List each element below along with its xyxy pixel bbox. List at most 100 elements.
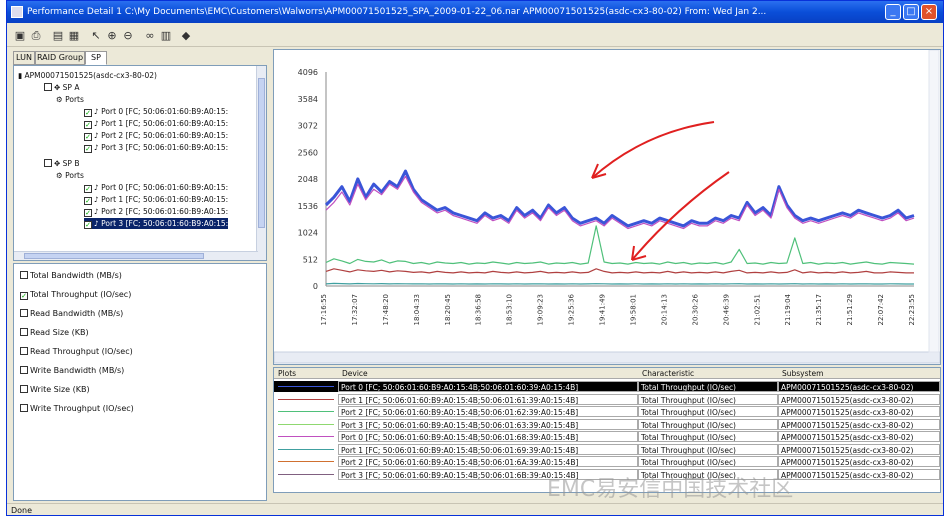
port-checkbox[interactable]: ✓: [84, 185, 92, 193]
legend-row[interactable]: Port 1 [FC; 50:06:01:60:B9:A0:15:4B;50:0…: [274, 393, 940, 405]
characteristic-cell: Total Throughput (IO/sec): [638, 443, 778, 455]
zoom-in-icon[interactable]: ⊕: [107, 29, 117, 42]
x-tick-label: 17:16:55: [320, 294, 328, 325]
characteristic-item[interactable]: Write Size (KB): [20, 384, 90, 396]
tree-sp-a-port-3[interactable]: ✓ ♪ Port 3 [FC; 50:06:01:60:B9:A0:15:: [84, 143, 229, 153]
tree-sp-b-port-1[interactable]: ✓ ♪ Port 1 [FC; 50:06:01:60:B9:A0:15:: [84, 195, 229, 205]
tree-sp-a-port-2[interactable]: ✓ ♪ Port 2 [FC; 50:06:01:60:B9:A0:15:: [84, 131, 229, 141]
title-bar: Performance Detail 1 C:\My Documents\EMC…: [7, 1, 943, 23]
y-tick-label: 2560: [298, 148, 318, 157]
port-icon: ♪: [94, 183, 102, 192]
tab-lun[interactable]: LUN: [13, 51, 35, 65]
characteristic-checkbox[interactable]: [20, 404, 28, 412]
port-checkbox[interactable]: ✓: [84, 109, 92, 117]
legend-row[interactable]: Port 0 [FC; 50:06:01:60:B9:A0:15:4B;50:0…: [274, 381, 940, 392]
characteristic-cell: Total Throughput (IO/sec): [638, 406, 778, 417]
legend-row[interactable]: Port 2 [FC; 50:06:01:60:B9:A0:15:4B;50:0…: [274, 406, 940, 417]
sp-a-checkbox[interactable]: [44, 83, 52, 91]
y-tick-label: 2048: [298, 175, 318, 184]
y-tick-label: 1024: [298, 229, 318, 238]
scroll-thumb[interactable]: [24, 253, 204, 259]
settings-icon[interactable]: ◆: [181, 29, 191, 42]
characteristic-item[interactable]: Read Bandwidth (MB/s): [20, 308, 123, 320]
characteristic-item[interactable]: ✓ Total Throughput (IO/sec): [20, 289, 131, 301]
port-checkbox[interactable]: ✓: [84, 209, 92, 217]
table-icon[interactable]: ▥: [160, 29, 172, 42]
left-panel: LUN RAID Group SP ▮ APM00071501525(asdc-…: [9, 49, 269, 501]
status-bar: Done: [7, 503, 943, 516]
characteristic-item[interactable]: Read Throughput (IO/sec): [20, 346, 133, 358]
header-subsystem[interactable]: Subsystem: [782, 369, 824, 378]
x-tick-label: 19:58:01: [629, 294, 637, 325]
plot-swatch: [278, 423, 334, 425]
zoom-out-icon[interactable]: ⊖: [123, 29, 133, 42]
legend-row[interactable]: Port 3 [FC; 50:06:01:60:B9:A0:15:4B;50:0…: [274, 418, 940, 430]
pointer-icon[interactable]: ↖: [91, 29, 101, 42]
port-checkbox[interactable]: ✓: [84, 197, 92, 205]
save-icon[interactable]: ▣: [14, 29, 26, 42]
characteristic-cell: Total Throughput (IO/sec): [638, 393, 778, 405]
chart-vertical-scrollbar[interactable]: [928, 50, 940, 353]
x-tick-label: 20:30:26: [691, 293, 699, 325]
port-icon: ♪: [94, 207, 102, 216]
characteristic-checkbox[interactable]: [20, 366, 28, 374]
characteristic-checkbox[interactable]: [20, 309, 28, 317]
legend-row[interactable]: Port 2 [FC; 50:06:01:60:B9:A0:15:4B;50:0…: [274, 456, 940, 467]
header-characteristic[interactable]: Characteristic: [642, 369, 695, 378]
port-checkbox[interactable]: ✓: [84, 133, 92, 141]
tree-sp-a-port-1[interactable]: ✓ ♪ Port 1 [FC; 50:06:01:60:B9:A0:15:: [84, 119, 229, 129]
tree-vertical-scrollbar[interactable]: [256, 66, 266, 260]
annotation-arrowhead: [591, 163, 607, 179]
link-icon[interactable]: ∞: [145, 29, 155, 42]
characteristic-item[interactable]: Write Throughput (IO/sec): [20, 403, 134, 415]
x-tick-label: 21:51:29: [846, 294, 854, 325]
disk-icon[interactable]: ▤: [52, 29, 64, 42]
tree-sp-b-port-3[interactable]: ✓ ♪ Port 3 [FC; 50:06:01:60:B9:A0:15:: [84, 218, 229, 229]
legend-row[interactable]: Port 3 [FC; 50:06:01:60:B9:A0:15:4B;50:0…: [274, 468, 940, 480]
characteristic-label: Write Throughput (IO/sec): [30, 404, 134, 413]
characteristic-item[interactable]: Write Bandwidth (MB/s): [20, 365, 124, 377]
copy-icon[interactable]: ▦: [68, 29, 80, 42]
device-cell: Port 3 [FC; 50:06:01:60:B9:A0:15:4B;50:0…: [338, 468, 638, 480]
legend-row[interactable]: Port 0 [FC; 50:06:01:60:B9:A0:15:4B;50:0…: [274, 431, 940, 442]
port-checkbox[interactable]: ✓: [84, 145, 92, 153]
chart-horizontal-scrollbar[interactable]: [274, 351, 940, 364]
storage-icon: ▮: [18, 71, 25, 80]
characteristic-item[interactable]: Read Size (KB): [20, 327, 89, 339]
print-icon[interactable]: ⎙: [31, 29, 41, 42]
tab-raid-group[interactable]: RAID Group: [35, 51, 85, 65]
y-tick-label: 4096: [298, 68, 318, 77]
close-button[interactable]: ×: [921, 4, 937, 20]
window-title: Performance Detail 1 C:\My Documents\EMC…: [27, 7, 767, 17]
tree-sp-b[interactable]: ✥ SP B: [44, 158, 80, 169]
tree-sp-a-ports[interactable]: ⚙ Ports: [56, 95, 84, 104]
header-device[interactable]: Device: [342, 369, 368, 378]
characteristic-cell: Total Throughput (IO/sec): [638, 418, 778, 430]
port-checkbox[interactable]: ✓: [84, 221, 92, 229]
sp-icon: ✥: [54, 83, 63, 92]
characteristic-checkbox[interactable]: ✓: [20, 292, 28, 300]
sp-b-checkbox[interactable]: [44, 159, 52, 167]
legend-row[interactable]: Port 1 [FC; 50:06:01:60:B9:A0:15:4B;50:0…: [274, 443, 940, 455]
characteristic-item[interactable]: Total Bandwidth (MB/s): [20, 270, 122, 282]
characteristic-checkbox[interactable]: [20, 271, 28, 279]
tree-sp-a[interactable]: ✥ SP A: [44, 82, 79, 93]
characteristic-checkbox[interactable]: [20, 328, 28, 336]
series-line: [325, 175, 915, 230]
characteristic-label: Total Throughput (IO/sec): [30, 290, 132, 299]
tree-sp-a-port-0[interactable]: ✓ ♪ Port 0 [FC; 50:06:01:60:B9:A0:15:: [84, 107, 229, 117]
port-checkbox[interactable]: ✓: [84, 121, 92, 129]
maximize-button[interactable]: □: [903, 4, 919, 20]
tree-sp-b-port-2[interactable]: ✓ ♪ Port 2 [FC; 50:06:01:60:B9:A0:15:: [84, 207, 229, 217]
minimize-button[interactable]: _: [885, 4, 901, 20]
tree-horizontal-scrollbar[interactable]: [14, 251, 258, 260]
x-tick-label: 21:02:51: [753, 294, 761, 325]
tree-root[interactable]: ▮ APM00071501525(asdc-cx3-80-02): [18, 71, 157, 80]
header-plots[interactable]: Plots: [278, 369, 297, 378]
tab-sp[interactable]: SP: [85, 51, 107, 65]
characteristic-checkbox[interactable]: [20, 347, 28, 355]
scroll-thumb[interactable]: [258, 78, 265, 228]
tree-sp-b-port-0[interactable]: ✓ ♪ Port 0 [FC; 50:06:01:60:B9:A0:15:: [84, 183, 229, 193]
tree-sp-b-ports[interactable]: ⚙ Ports: [56, 171, 84, 180]
characteristic-checkbox[interactable]: [20, 385, 28, 393]
